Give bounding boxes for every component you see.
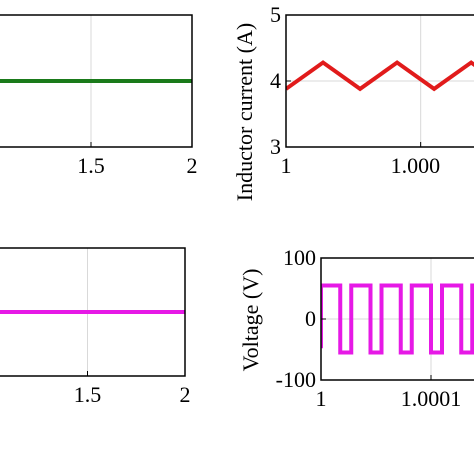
panel-top-right: 1 1.000 3 4 5 Inductor current (A) bbox=[232, 2, 474, 201]
x-tick-label: 1.5 bbox=[74, 382, 102, 407]
x-tick-label: 2 bbox=[187, 153, 198, 178]
panel-bottom-left: 1.5 2 bbox=[0, 247, 191, 407]
ticks-top-left: 1.5 2 bbox=[77, 142, 198, 178]
x-tick-label: 1 bbox=[281, 153, 292, 178]
y-tick-label: 3 bbox=[270, 134, 281, 159]
x-tick-label: 1.0001 bbox=[401, 386, 462, 411]
panel-bottom-right: 1 1.0001 -100 0 100 Voltage (V) bbox=[238, 245, 474, 411]
x-tick-label: 1 bbox=[316, 386, 327, 411]
ylabel-top-right: Inductor current (A) bbox=[232, 23, 257, 201]
y-tick-label: 4 bbox=[270, 68, 281, 93]
ticks-bottom-right: 1 1.0001 -100 0 100 bbox=[276, 245, 462, 411]
x-tick-label: 1.5 bbox=[77, 153, 105, 178]
series-bottom-right bbox=[321, 283, 474, 355]
y-tick-label: 100 bbox=[283, 245, 316, 270]
series-top-right bbox=[286, 60, 474, 92]
y-tick-label: 0 bbox=[305, 306, 316, 331]
y-tick-label: -100 bbox=[276, 367, 316, 392]
ticks-bottom-left: 1.5 2 bbox=[74, 371, 191, 407]
series-line bbox=[286, 60, 474, 92]
ylabel-bottom-right: Voltage (V) bbox=[238, 269, 263, 372]
series-line bbox=[321, 283, 474, 355]
y-tick-label: 5 bbox=[270, 2, 281, 27]
grid-bottom-right bbox=[321, 258, 474, 380]
x-tick-label: 2 bbox=[180, 382, 191, 407]
panel-top-left: 1.5 2 bbox=[0, 14, 198, 178]
x-tick-label: 1.000 bbox=[391, 153, 441, 178]
ticks-top-right: 1 1.000 3 4 5 bbox=[270, 2, 440, 178]
